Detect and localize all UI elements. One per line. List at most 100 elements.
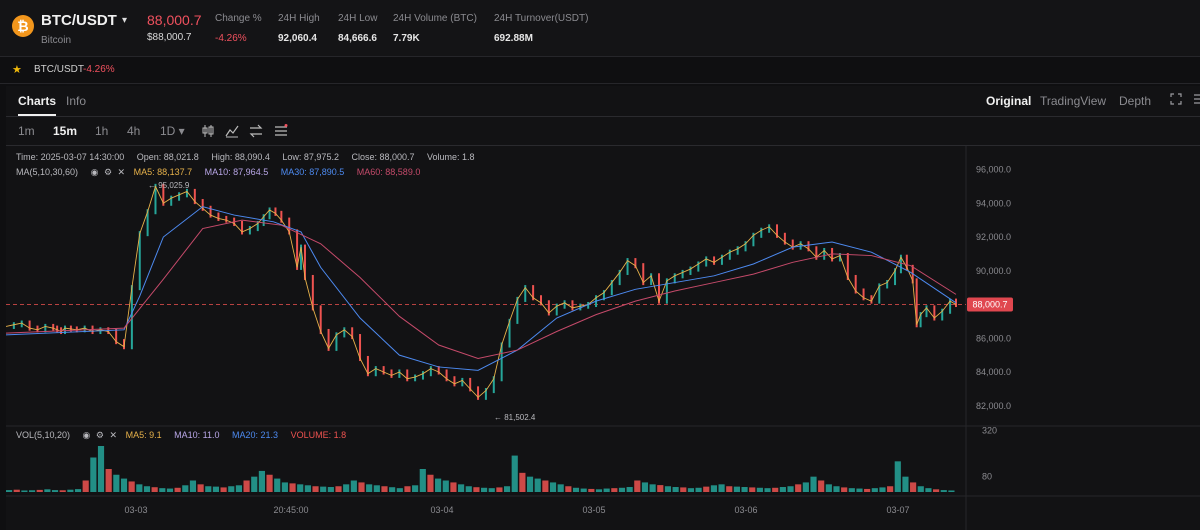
volume-bar bbox=[718, 484, 725, 492]
volume-bar bbox=[404, 486, 411, 492]
volume-bar bbox=[335, 486, 342, 492]
vol-info: VOL(5,10,20) ◉ ⚙ ✕ MA5: 9.1 MA10: 11.0 M… bbox=[16, 430, 356, 441]
fullscreen-icon[interactable] bbox=[1170, 93, 1182, 105]
candlestick-icon[interactable] bbox=[201, 124, 215, 138]
stat-label: 24H High bbox=[278, 13, 320, 24]
tab-charts[interactable]: Charts bbox=[18, 94, 57, 108]
indicator-icon[interactable] bbox=[225, 124, 239, 138]
close-icon[interactable]: ✕ bbox=[109, 430, 118, 440]
compare-icon[interactable] bbox=[249, 124, 263, 138]
eye-icon[interactable]: ◉ bbox=[82, 430, 91, 440]
ma5-value: MA5: 88,137.7 bbox=[133, 167, 193, 177]
volume-bar bbox=[366, 484, 373, 492]
interval-1d-dropdown[interactable]: 1D ▾ bbox=[160, 124, 185, 138]
time-tick-label: 03-07 bbox=[886, 505, 909, 515]
volume-bar bbox=[113, 474, 120, 492]
volume-bar bbox=[841, 487, 848, 492]
stat-value: 7.79K bbox=[393, 33, 420, 44]
volume-bar bbox=[74, 489, 82, 492]
volume-bar bbox=[82, 480, 89, 492]
pair-selector[interactable]: BTC/USDT bbox=[41, 12, 117, 29]
volume-bar bbox=[848, 488, 855, 492]
volume-bar bbox=[618, 487, 626, 492]
gear-icon[interactable]: ⚙ bbox=[103, 167, 113, 177]
volume-bar bbox=[925, 488, 932, 492]
volume-bar bbox=[435, 478, 442, 492]
close-icon[interactable]: ✕ bbox=[117, 167, 126, 177]
interval-1h[interactable]: 1h bbox=[95, 124, 109, 138]
volume-bar bbox=[220, 487, 227, 492]
volume-bar bbox=[174, 487, 181, 492]
volume-bar bbox=[304, 485, 311, 492]
price-chart[interactable]: 96,000.094,000.092,000.090,000.088,000.0… bbox=[6, 146, 1200, 530]
volume-bar bbox=[143, 486, 151, 492]
time-tick-label: 03-05 bbox=[582, 505, 605, 515]
volume-bar bbox=[687, 488, 695, 492]
volume-bar bbox=[611, 488, 618, 492]
volume-bar bbox=[243, 480, 250, 492]
bitcoin-icon: ₿ bbox=[12, 15, 34, 37]
volume-bar bbox=[634, 480, 641, 492]
volume-bar bbox=[350, 480, 357, 492]
volume-bar bbox=[389, 487, 396, 492]
interval-1m[interactable]: 1m bbox=[18, 124, 35, 138]
volume-bar bbox=[802, 482, 809, 492]
view-depth[interactable]: Depth bbox=[1119, 94, 1152, 108]
interval-15m[interactable]: 15m bbox=[53, 124, 78, 138]
ma30-value: MA30: 87,890.5 bbox=[280, 167, 345, 177]
settings-list-icon[interactable] bbox=[274, 124, 288, 138]
ohlc-info: Time: 2025-03-07 14:30:00 Open: 88,021.8… bbox=[16, 152, 485, 162]
volume-bar bbox=[664, 486, 672, 492]
volume-bar bbox=[458, 484, 465, 492]
chevron-down-icon[interactable]: ▾ bbox=[122, 15, 128, 26]
volume-bar bbox=[136, 484, 143, 492]
info-time: Time: 2025-03-07 14:30:00 bbox=[16, 152, 125, 162]
volume-bar bbox=[933, 489, 940, 492]
volume-bar bbox=[557, 484, 564, 492]
volume-bar bbox=[595, 489, 603, 492]
ma30-line bbox=[6, 206, 957, 371]
star-icon[interactable]: ★ bbox=[12, 64, 22, 76]
volume-bar bbox=[450, 482, 457, 492]
volume-bar bbox=[59, 490, 66, 492]
view-original[interactable]: Original bbox=[986, 94, 1032, 108]
volume-bar bbox=[51, 490, 59, 492]
volume-bar bbox=[787, 486, 794, 492]
volume-bar bbox=[320, 486, 327, 492]
volume-bar bbox=[856, 488, 863, 492]
view-tradingview[interactable]: TradingView bbox=[1040, 94, 1107, 108]
stat-label: 24H Low bbox=[338, 13, 378, 24]
volume-bar bbox=[749, 487, 756, 492]
volume-bar bbox=[680, 487, 687, 492]
panel-tabs: Charts Info Original TradingView Depth bbox=[6, 86, 1200, 117]
volume-bar bbox=[327, 487, 334, 492]
volume-bar bbox=[412, 485, 419, 492]
volume-bar bbox=[580, 488, 587, 492]
volume-bar bbox=[948, 490, 955, 492]
tab-info[interactable]: Info bbox=[66, 94, 87, 108]
menu-icon[interactable] bbox=[1194, 93, 1200, 105]
coin-name: Bitcoin bbox=[41, 35, 72, 46]
volume-bar bbox=[511, 455, 518, 492]
volume-bar bbox=[13, 489, 20, 492]
volume-bar bbox=[641, 482, 649, 492]
price-tick-label: 86,000.0 bbox=[976, 333, 1011, 343]
volume-tick-label: 80 bbox=[982, 472, 992, 482]
stat-24h-high: 24H High 92,060.4 bbox=[278, 13, 320, 44]
gear-icon[interactable]: ⚙ bbox=[95, 430, 104, 440]
volume-bar bbox=[833, 486, 840, 492]
volume-bar bbox=[266, 474, 273, 492]
volume-bar bbox=[726, 486, 733, 492]
interval-4h[interactable]: 4h bbox=[127, 124, 141, 138]
eye-icon[interactable]: ◉ bbox=[90, 167, 99, 177]
volume-bar bbox=[21, 490, 28, 492]
stat-value: 92,060.4 bbox=[278, 33, 317, 44]
volume-bar bbox=[151, 487, 158, 492]
low-annotation: ← 81,502.4 bbox=[494, 413, 536, 422]
volume-bar bbox=[864, 488, 871, 492]
price-tick-label: 84,000.0 bbox=[976, 367, 1011, 377]
favorite-pair[interactable]: BTC/USDT bbox=[34, 64, 84, 75]
volume-bar bbox=[917, 486, 924, 492]
chart-area[interactable]: Time: 2025-03-07 14:30:00 Open: 88,021.8… bbox=[6, 146, 1200, 530]
stat-change: Change % -4.26% bbox=[215, 13, 262, 44]
